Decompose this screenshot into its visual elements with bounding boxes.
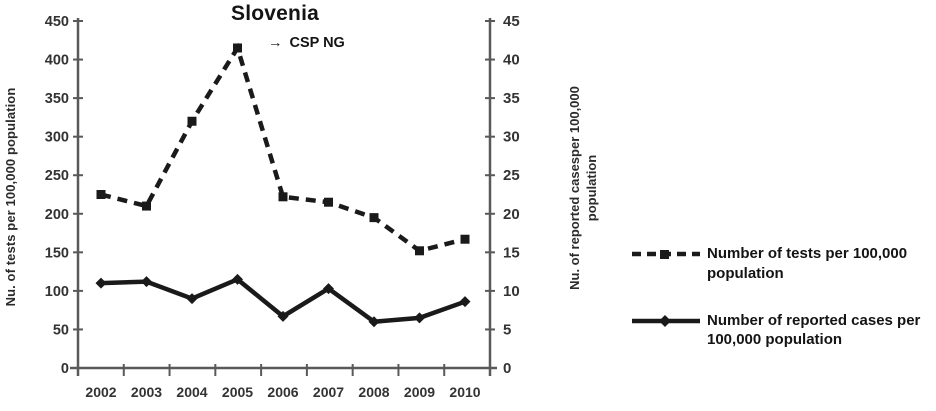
right-axis-label: Nu. of reported casesper 100,000 populat… <box>567 86 599 290</box>
svg-text:2010: 2010 <box>449 384 480 400</box>
dashed-line-swatch <box>632 250 700 259</box>
legend-label-cases: Number of reported cases per 100,000 pop… <box>707 311 921 349</box>
svg-text:2003: 2003 <box>131 384 162 400</box>
svg-text:2007: 2007 <box>313 384 344 400</box>
svg-text:2006: 2006 <box>267 384 298 400</box>
solid-line-swatch <box>632 314 700 327</box>
svg-text:2008: 2008 <box>358 384 389 400</box>
legend-label-tests: Number of tests per 100,000 population <box>707 245 908 282</box>
csp-ng-annotation: → CSP NG <box>268 35 345 51</box>
svg-text:200: 200 <box>45 207 69 223</box>
svg-text:2009: 2009 <box>404 384 435 400</box>
svg-text:350: 350 <box>45 91 69 107</box>
svg-text:400: 400 <box>45 53 69 69</box>
svg-text:250: 250 <box>45 168 69 184</box>
svg-text:0: 0 <box>503 360 511 377</box>
svg-text:2005: 2005 <box>222 384 253 400</box>
svg-text:150: 150 <box>45 245 69 261</box>
svg-text:35: 35 <box>503 90 520 107</box>
legend-item-tests: Number of tests per 100,000 population <box>632 244 932 284</box>
svg-text:100: 100 <box>45 284 69 300</box>
svg-text:450: 450 <box>45 14 69 30</box>
svg-text:30: 30 <box>503 129 520 146</box>
line-chart-plot: 0 50 100 150 200 250 300 350 400 450 0 5 10 15 20 25 30 3… <box>45 13 520 400</box>
svg-text:50: 50 <box>53 322 69 338</box>
chart-title: Slovenia <box>231 2 319 25</box>
svg-text:10: 10 <box>503 283 520 300</box>
annotation-text: CSP NG <box>289 35 345 51</box>
arrow-right-icon: → <box>268 35 283 51</box>
svg-text:20: 20 <box>503 206 520 223</box>
svg-text:25: 25 <box>503 167 520 184</box>
svg-text:5: 5 <box>503 321 511 338</box>
legend-item-cases: Number of reported cases per 100,000 pop… <box>632 311 932 351</box>
svg-text:40: 40 <box>503 52 520 69</box>
svg-text:15: 15 <box>503 244 520 261</box>
legend: Number of tests per 100,000 population N… <box>632 244 932 377</box>
svg-text:2002: 2002 <box>85 384 116 400</box>
svg-text:0: 0 <box>61 361 69 377</box>
left-axis-label: Nu. of tests per 100,000 population <box>3 87 18 307</box>
svg-text:300: 300 <box>45 130 69 146</box>
svg-text:2004: 2004 <box>176 384 207 400</box>
svg-text:45: 45 <box>503 13 520 30</box>
